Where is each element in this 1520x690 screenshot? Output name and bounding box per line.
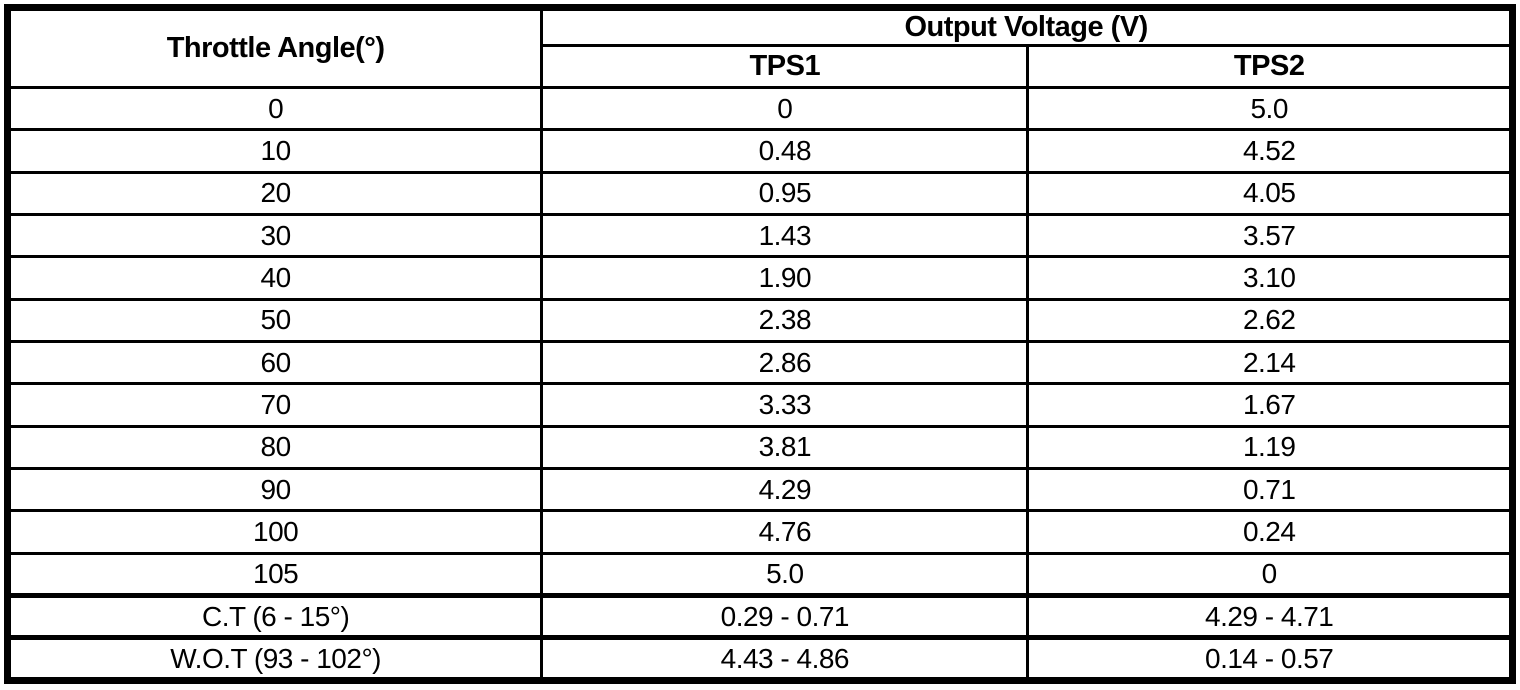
table-row: 90 4.29 0.71 [5,467,1514,513]
throttle-angle-cell: 60 [5,340,544,386]
table-row: C.T (6 - 15°) 0.29 - 0.71 4.29 - 4.71 [5,593,1514,640]
tps2-value-cell: 1.19 [1026,424,1514,471]
table-row: 100 4.76 0.24 [5,509,1514,555]
tps1-value-cell: 2.86 [540,340,1030,386]
tps1-column-header: TPS1 [540,44,1030,89]
throttle-angle-cell: W.O.T (93 - 102°) [5,635,544,682]
output-voltage-group-header: Output Voltage (V) [540,6,1514,47]
tps2-value-cell: 4.29 - 4.71 [1026,593,1514,640]
tps2-value-cell: 2.62 [1026,297,1514,344]
tps1-value-cell: 0.95 [540,170,1030,217]
throttle-angle-cell: 70 [5,382,544,428]
tps1-value-cell: 5.0 [540,551,1030,598]
table-row: 80 3.81 1.19 [5,424,1514,471]
tps2-value-cell: 4.05 [1026,170,1514,217]
tps2-value-cell: 3.57 [1026,213,1514,259]
table-row: 50 2.38 2.62 [5,297,1514,344]
tps1-value-cell: 4.76 [540,509,1030,555]
throttle-angle-cell: 10 [5,128,544,174]
table-row: 10 0.48 4.52 [5,128,1514,174]
throttle-angle-cell: 50 [5,297,544,344]
throttle-angle-cell: 30 [5,213,544,259]
table-row: 30 1.43 3.57 [5,213,1514,259]
throttle-angle-cell: 0 [5,85,544,132]
throttle-angle-cell: 100 [5,509,544,555]
tps1-value-cell: 0 [540,85,1030,132]
tps2-value-cell: 2.14 [1026,340,1514,386]
throttle-tps-voltage-table: Throttle Angle(°) Output Voltage (V) TPS… [4,4,1516,684]
table-body: 0 0 5.0 10 0.48 4.52 20 0.95 4.05 30 1.43 3.57 40 1.9… [5,85,1514,682]
tps2-value-cell: 0.14 - 0.57 [1026,635,1514,682]
table-row: W.O.T (93 - 102°) 4.43 - 4.86 0.14 - 0.57 [5,635,1514,682]
tps1-value-cell: 1.90 [540,255,1030,301]
tps1-value-cell: 3.81 [540,424,1030,471]
throttle-angle-cell: 20 [5,170,544,217]
throttle-angle-cell: 80 [5,424,544,471]
table-row: 105 5.0 0 [5,551,1514,598]
tps1-value-cell: 2.38 [540,297,1030,344]
throttle-angle-cell: 40 [5,255,544,301]
tps2-value-cell: 4.52 [1026,128,1514,174]
table-row: 70 3.33 1.67 [5,382,1514,428]
tps1-value-cell: 1.43 [540,213,1030,259]
header-row-group: Throttle Angle(°) Output Voltage (V) [5,6,1514,89]
throttle-angle-cell: C.T (6 - 15°) [5,593,544,640]
table-row: 60 2.86 2.14 [5,340,1514,386]
table-header: Throttle Angle(°) Output Voltage (V) TPS… [5,6,1514,89]
table-row: 40 1.90 3.10 [5,255,1514,301]
tps1-value-cell: 0.48 [540,128,1030,174]
header-row-sub: TPS1 TPS2 [8,44,1514,89]
tps1-value-cell: 0.29 - 0.71 [540,593,1030,640]
tps1-value-cell: 3.33 [540,382,1030,428]
throttle-angle-cell: 90 [5,467,544,513]
tps2-column-header: TPS2 [1026,44,1514,89]
table-row: 20 0.95 4.05 [5,170,1514,217]
throttle-angle-column-header: Throttle Angle(°) [5,6,544,89]
tps2-value-cell: 0.24 [1026,509,1514,555]
throttle-angle-cell: 105 [5,551,544,598]
tps2-value-cell: 1.67 [1026,382,1514,428]
tps2-value-cell: 0.71 [1026,467,1514,513]
tps1-value-cell: 4.43 - 4.86 [540,635,1030,682]
tps2-value-cell: 0 [1026,551,1514,598]
table-row: 0 0 5.0 [5,85,1514,132]
tps1-value-cell: 4.29 [540,467,1030,513]
tps2-value-cell: 3.10 [1026,255,1514,301]
tps2-value-cell: 5.0 [1026,85,1514,132]
